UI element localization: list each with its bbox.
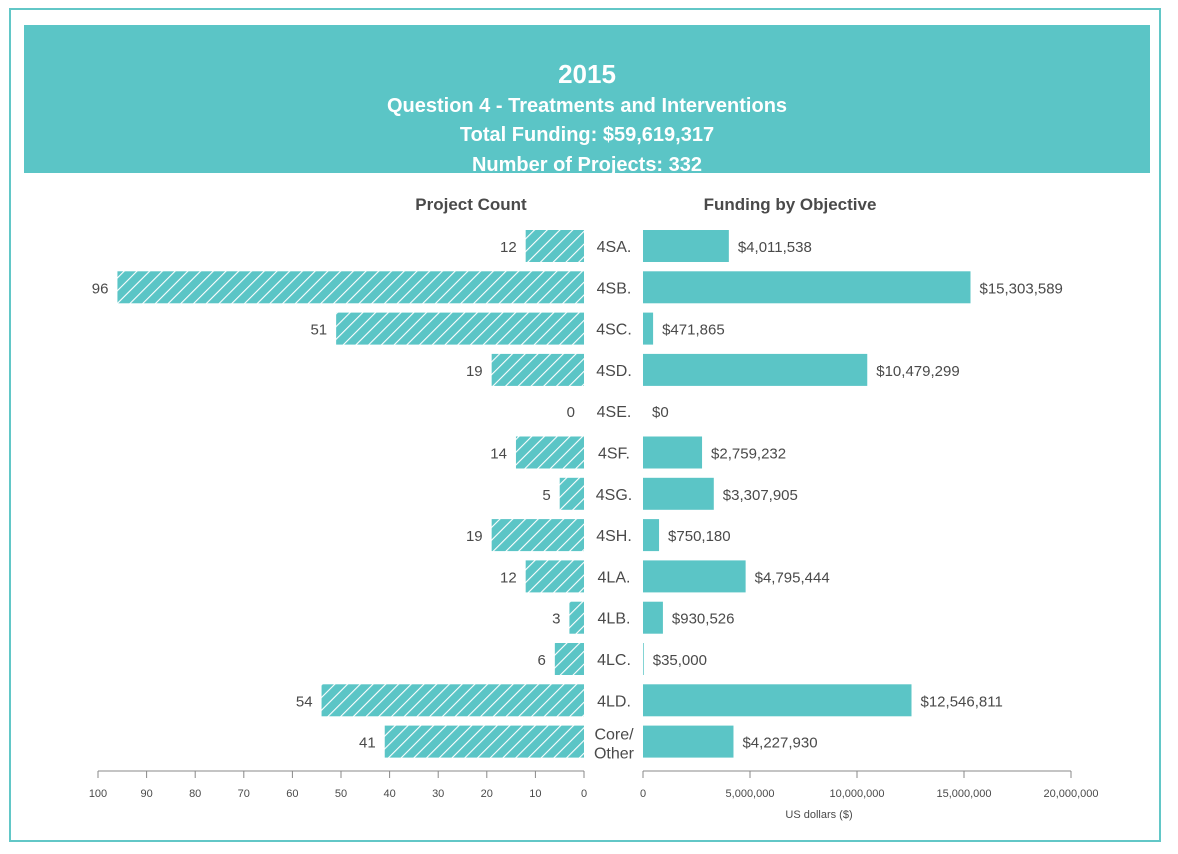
- funding-bar: [643, 684, 912, 717]
- project-count-value-label: 0: [567, 404, 575, 421]
- chart-header: 2015 Question 4 - Treatments and Interve…: [24, 25, 1150, 176]
- project-count-tick-label: 10: [529, 788, 541, 800]
- funding-tick-label: 15,000,000: [936, 788, 991, 800]
- category-label: 4SD.: [596, 363, 632, 380]
- funding-bar: [643, 271, 971, 304]
- funding-tick-label: 5,000,000: [726, 788, 775, 800]
- project-count-tick-label: 50: [335, 788, 347, 800]
- project-count-title: Project Count: [415, 195, 527, 214]
- category-label: 4SA.: [597, 239, 632, 256]
- funding-axis-title: US dollars ($): [785, 809, 852, 821]
- project-count-value-label: 5: [542, 487, 550, 504]
- funding-value-label: $4,227,930: [742, 735, 817, 752]
- category-label: 4LA.: [598, 569, 631, 586]
- project-count-bar: [515, 436, 584, 469]
- category-label: 4SB.: [597, 280, 632, 297]
- funding-value-label: $4,011,538: [738, 239, 812, 256]
- funding-tick-label: 10,000,000: [829, 788, 884, 800]
- category-label: 4SE.: [597, 404, 632, 421]
- funding-bar: [643, 519, 660, 552]
- category-label: 4LD.: [597, 693, 631, 710]
- category-labels: 4SA. 4SB. 4SC. 4SD. 4SE. 4SF. 4SG. 4SH. 4LA. 4LB.…: [594, 239, 635, 763]
- category-label: 4SF.: [598, 446, 630, 463]
- funding-value-label: $10,479,299: [876, 363, 959, 380]
- funding-bar: [643, 560, 746, 593]
- category-label: 4SG.: [596, 487, 632, 504]
- project-count-bar: [569, 601, 584, 634]
- project-count-label: Number of Projects: 332: [471, 154, 703, 176]
- category-label: Other: [594, 746, 635, 763]
- project-count-tick-label: 70: [238, 788, 250, 800]
- chart-frame: [9, 8, 1161, 842]
- category-label: 4LC.: [597, 652, 631, 669]
- project-count-tick-label: 80: [189, 788, 201, 800]
- project-count-value-label: 19: [466, 528, 483, 545]
- project-count-bar: [336, 312, 584, 345]
- project-count-value-label: 12: [500, 569, 517, 586]
- funding-value-label: $471,865: [662, 322, 725, 339]
- funding-value-label: $35,000: [653, 652, 707, 669]
- project-count-bar: [321, 684, 584, 717]
- chart-question-title: Question 4 - Treatments and Intervention…: [386, 95, 788, 117]
- project-count-value-label: 51: [310, 322, 327, 339]
- category-label: 4LB.: [598, 611, 631, 628]
- project-count-tick-label: 0: [581, 788, 587, 800]
- project-count-bar: [525, 230, 584, 262]
- project-count-bar: [491, 353, 584, 386]
- funding-bar: [643, 477, 714, 510]
- funding-value-label: $15,303,589: [979, 280, 1062, 297]
- project-count-bar: [559, 477, 584, 510]
- project-count-tick-label: 20: [481, 788, 493, 800]
- category-label: 4SC.: [596, 322, 632, 339]
- project-count-value-label: 14: [490, 446, 507, 463]
- funding-value-label: $4,795,444: [755, 569, 830, 586]
- project-count-tick-label: 60: [286, 788, 298, 800]
- funding-bar: [643, 643, 644, 675]
- funding-bar: [643, 725, 734, 758]
- funding-value-label: $12,546,811: [921, 693, 1003, 710]
- total-funding-label: Total Funding: $59,619,317: [459, 124, 715, 146]
- funding-value-label: $0: [652, 404, 669, 421]
- project-count-bar: [491, 519, 584, 552]
- project-count-tick-label: 30: [432, 788, 444, 800]
- funding-value-label: $3,307,905: [723, 487, 798, 504]
- funding-value-label: $2,759,232: [711, 446, 786, 463]
- project-count-value-label: 3: [552, 611, 560, 628]
- project-count-bar: [117, 271, 584, 304]
- funding-value-label: $750,180: [668, 528, 731, 545]
- funding-tick-label: 20,000,000: [1043, 788, 1098, 800]
- project-count-tick-label: 40: [383, 788, 395, 800]
- funding-panel: Funding by Objective $4,011,538 $15,303,58…: [640, 195, 1099, 821]
- project-count-value-label: 12: [500, 239, 517, 256]
- funding-value-label: $930,526: [672, 611, 735, 628]
- funding-title: Funding by Objective: [704, 195, 877, 214]
- chart-year: 2015: [558, 59, 616, 89]
- project-count-tick-label: 90: [140, 788, 152, 800]
- project-count-value-label: 96: [92, 280, 109, 297]
- project-count-value-label: 6: [537, 652, 545, 669]
- funding-bar: [643, 436, 703, 469]
- project-count-bar: [554, 643, 584, 675]
- project-count-value-label: 54: [296, 693, 313, 710]
- project-count-value-label: 19: [466, 363, 483, 380]
- funding-tick-label: 0: [640, 788, 646, 800]
- funding-bar: [643, 353, 868, 386]
- project-count-bar: [384, 725, 584, 758]
- project-count-value-label: 41: [359, 735, 376, 752]
- funding-bar: [643, 312, 654, 345]
- funding-bar: [643, 230, 729, 262]
- category-label: Core/: [594, 727, 634, 744]
- project-count-bar: [525, 560, 584, 593]
- category-label: 4SH.: [596, 528, 632, 545]
- project-count-tick-label: 100: [89, 788, 107, 800]
- funding-bar: [643, 601, 663, 634]
